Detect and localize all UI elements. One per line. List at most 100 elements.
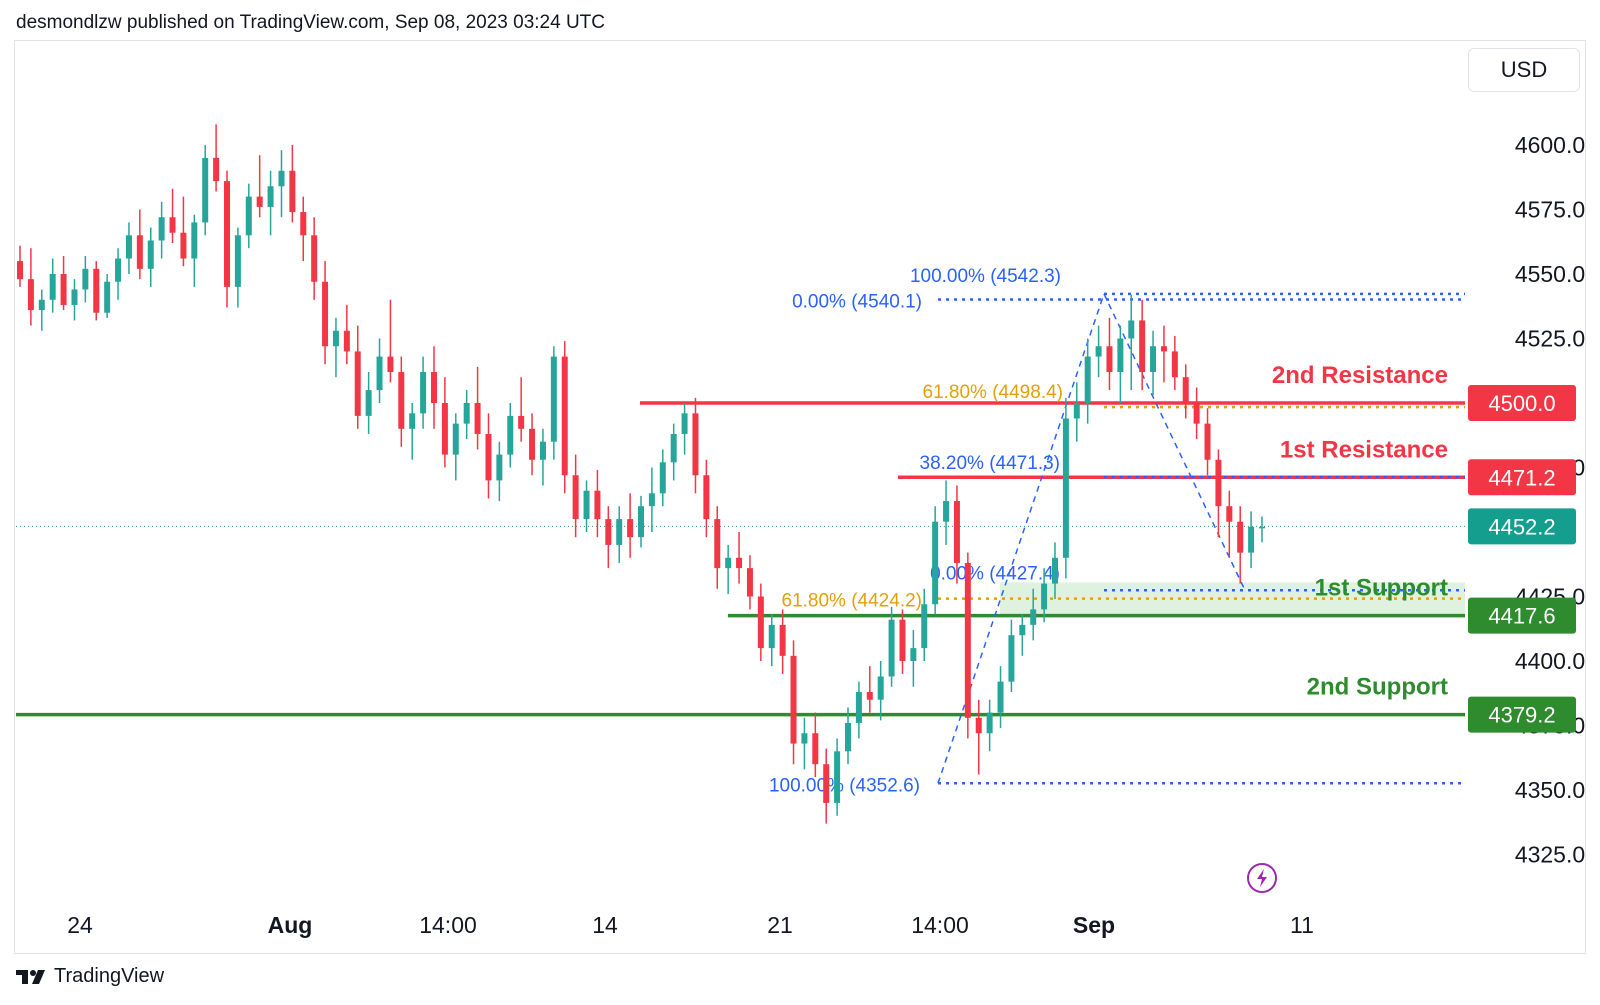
candle-body	[224, 181, 230, 287]
price-axis-tick: 4575.0	[1515, 197, 1585, 223]
fib-label: 61.80% (4498.4)	[923, 382, 1064, 403]
candle-body	[1084, 356, 1091, 403]
candle-body	[670, 433, 677, 463]
candle-body	[398, 372, 405, 429]
candle-body	[1106, 346, 1113, 373]
candle-body	[648, 493, 655, 507]
candle-body	[1182, 377, 1189, 403]
price-axis-tick: 4550.0	[1515, 261, 1585, 287]
time-axis-tick: 24	[67, 912, 93, 938]
candles-layer	[17, 124, 1265, 824]
candle-body	[115, 258, 122, 282]
candle-body	[71, 289, 78, 305]
candle-body	[790, 655, 797, 744]
candle-body	[420, 372, 427, 414]
candle-body	[49, 274, 56, 300]
candle-body	[550, 356, 557, 442]
candle-body	[234, 235, 241, 287]
candle-body	[964, 562, 971, 718]
candle-body	[714, 519, 721, 569]
candle-body	[38, 299, 45, 311]
candle-body	[463, 403, 470, 424]
candle-body	[1259, 526, 1265, 529]
candle-body	[616, 519, 623, 545]
chart-frame	[14, 40, 1586, 954]
time-axis-tick: 14:00	[911, 912, 969, 938]
candle-body	[518, 415, 525, 429]
candle-body	[812, 733, 819, 765]
candle-body	[213, 157, 220, 182]
last-price-tag	[1468, 508, 1576, 545]
candle-body	[365, 390, 372, 416]
candle-body	[583, 490, 590, 520]
candle-body	[300, 212, 307, 236]
candle-body	[725, 557, 732, 569]
candle-body	[1095, 346, 1102, 357]
candle-body	[594, 490, 601, 520]
candle-body	[1171, 351, 1178, 378]
fib-label: 100.00% (4352.6)	[769, 775, 920, 796]
candle-body	[278, 170, 285, 187]
candle-body	[561, 356, 568, 476]
candle-body	[441, 403, 448, 455]
levels-layer	[16, 401, 1465, 717]
candle-body	[997, 681, 1004, 713]
level-name: 1st Support	[1315, 575, 1448, 602]
tradingview-logo-icon	[16, 968, 48, 986]
level-price-label: 4417.6	[1488, 604, 1555, 629]
candle-body	[1226, 506, 1233, 522]
level-price-tag	[1468, 597, 1576, 634]
level-price-tag	[1468, 696, 1576, 733]
time-axis-tick: 14:00	[419, 912, 477, 938]
candle-body	[387, 356, 394, 373]
footer-brand[interactable]: TradingView	[16, 965, 164, 988]
fib-label: 38.20% (4471.3)	[920, 453, 1061, 474]
candle-body	[496, 454, 503, 481]
currency-selector[interactable]: USD	[1468, 48, 1580, 92]
candle-body	[659, 462, 666, 494]
candle-body	[452, 423, 459, 455]
level-labels-layer: 2nd Resistance 4500.0 1st Resistance 4471.2…	[1272, 362, 1576, 733]
candle-body	[343, 330, 350, 352]
candle-body	[507, 415, 514, 455]
fib-label: 0.00% (4540.1)	[792, 292, 922, 313]
candle-body	[986, 712, 993, 734]
lightning-icon[interactable]	[1247, 863, 1277, 893]
candle-body	[1062, 418, 1069, 558]
candle-body	[474, 403, 481, 434]
candle-body	[322, 281, 329, 347]
price-axis-tick: 4400.0	[1515, 648, 1585, 674]
level-price-tag	[1468, 385, 1576, 421]
candle-body	[605, 519, 612, 545]
level-price-tag	[1468, 459, 1576, 496]
time-axis-tick: 21	[767, 912, 793, 938]
candle-body	[1248, 526, 1255, 553]
candle-body	[866, 691, 873, 700]
candle-body	[768, 624, 775, 649]
candle-body	[82, 268, 89, 290]
candle-body	[311, 235, 318, 282]
candle-body	[779, 624, 786, 656]
candle-body	[332, 330, 339, 347]
candle-body	[202, 157, 209, 223]
candle-body	[529, 428, 536, 460]
candle-body	[60, 274, 67, 305]
candle-body	[1073, 403, 1080, 419]
candle-body	[746, 568, 753, 597]
candle-body	[1008, 635, 1015, 682]
candle-body	[910, 648, 917, 661]
fib-label: 100.00% (4542.3)	[910, 266, 1061, 287]
candle-body	[267, 186, 274, 207]
candle-body	[975, 717, 982, 734]
candle-body	[431, 372, 437, 403]
candle-body	[1150, 346, 1157, 373]
price-axis-tick: 4325.0	[1515, 842, 1585, 868]
candle-body	[1052, 557, 1058, 584]
price-axis-tick: 4525.0	[1515, 326, 1585, 352]
candle-body	[638, 506, 644, 538]
candle-body	[539, 441, 546, 460]
candle-body	[1204, 423, 1211, 460]
last-price-label: 4452.2	[1488, 514, 1555, 539]
candle-body	[943, 501, 950, 522]
